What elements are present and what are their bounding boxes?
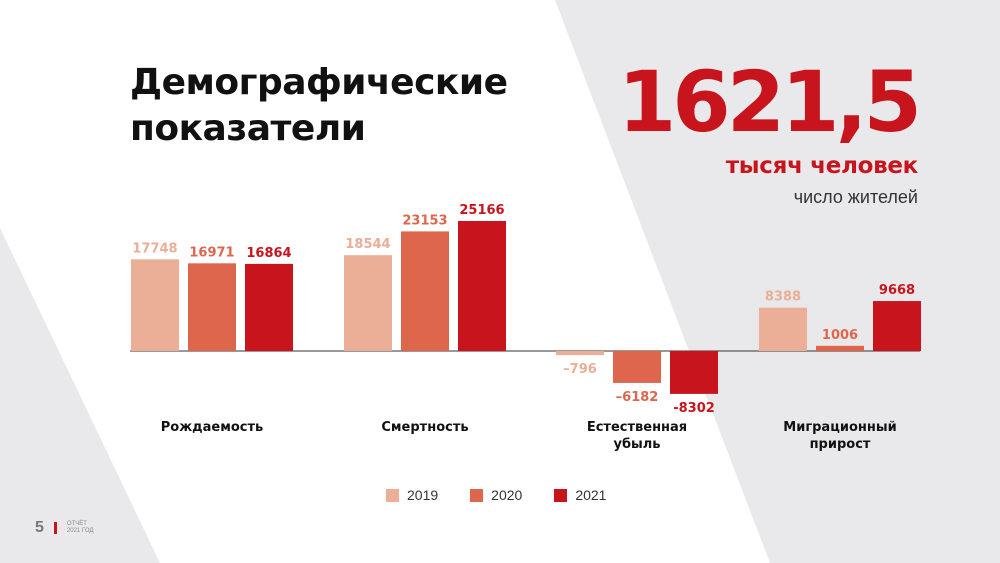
category-label-3-line-2: убыль xyxy=(613,437,660,452)
page-title-line-1: Демографические xyxy=(130,62,508,103)
legend-label-2019: 2019 xyxy=(407,487,439,503)
bar-label-2019-3: –796 xyxy=(563,362,597,377)
page-title-line-2: показатели xyxy=(130,108,366,149)
bar-2020-1 xyxy=(188,263,236,351)
category-label-3-line-1: Естественная xyxy=(587,420,687,435)
bar-label-2020-2: 23153 xyxy=(402,213,447,228)
footer-divider xyxy=(53,522,57,534)
bar-label-2021-1: 16864 xyxy=(246,246,291,261)
page-title: Демографические показатели xyxy=(130,60,508,152)
footer-report-label: ОТЧЁТ 2021 ГОД xyxy=(67,521,94,535)
legend-swatch-2019 xyxy=(386,488,399,502)
bar-2020-3 xyxy=(613,351,661,383)
bar-2020-2 xyxy=(401,231,449,351)
category-label-2-line-1: Смертность xyxy=(381,420,468,435)
bar-label-2019-1: 17748 xyxy=(132,241,177,256)
bar-label-2021-3: -8302 xyxy=(673,401,715,416)
legend-swatch-2021 xyxy=(554,488,568,502)
bar-2019-1 xyxy=(131,259,179,351)
bar-label-2021-2: 25166 xyxy=(459,203,504,218)
bar-2021-2 xyxy=(458,221,506,351)
legend-item-2019: 2019 xyxy=(386,487,438,503)
bar-label-2021-4: 9668 xyxy=(879,283,915,298)
bar-2021-3 xyxy=(670,351,718,394)
category-label-1-line-1: Рождаемость xyxy=(161,420,264,435)
bar-label-2020-1: 16971 xyxy=(189,245,234,260)
legend-label-2021: 2021 xyxy=(575,487,607,503)
bar-2019-3 xyxy=(556,351,604,356)
bar-label-2019-4: 8388 xyxy=(765,290,801,305)
bar-label-2020-3: –6182 xyxy=(616,390,659,405)
chart-legend: 2019 2020 2021 xyxy=(386,487,606,503)
legend-label-2020: 2020 xyxy=(491,487,523,503)
bar-2021-1 xyxy=(245,263,293,351)
bar-2020-4 xyxy=(816,345,864,351)
category-label-4-line-2: прирост xyxy=(810,437,871,452)
legend-item-2021: 2021 xyxy=(554,487,606,503)
page-footer: 5 ОТЧЁТ 2021 ГОД xyxy=(35,519,93,537)
bar-label-2019-2: 18544 xyxy=(345,237,390,252)
footer-line-2: 2021 ГОД xyxy=(66,528,94,534)
population-value: 1621,5 xyxy=(617,53,922,151)
bar-2021-4 xyxy=(873,301,921,351)
bar-label-2020-4: 1006 xyxy=(822,328,858,343)
population-unit: тысяч человек xyxy=(725,153,919,179)
bar-2019-4 xyxy=(759,307,807,351)
category-label-4-line-1: Миграционный xyxy=(783,420,896,435)
population-caption: число жителей xyxy=(793,187,918,207)
page-number: 5 xyxy=(35,519,44,536)
legend-item-2020: 2020 xyxy=(470,487,522,503)
footer-line-1: ОТЧЁТ xyxy=(66,521,87,527)
legend-swatch-2020 xyxy=(470,488,484,502)
bar-2019-2 xyxy=(344,255,392,351)
